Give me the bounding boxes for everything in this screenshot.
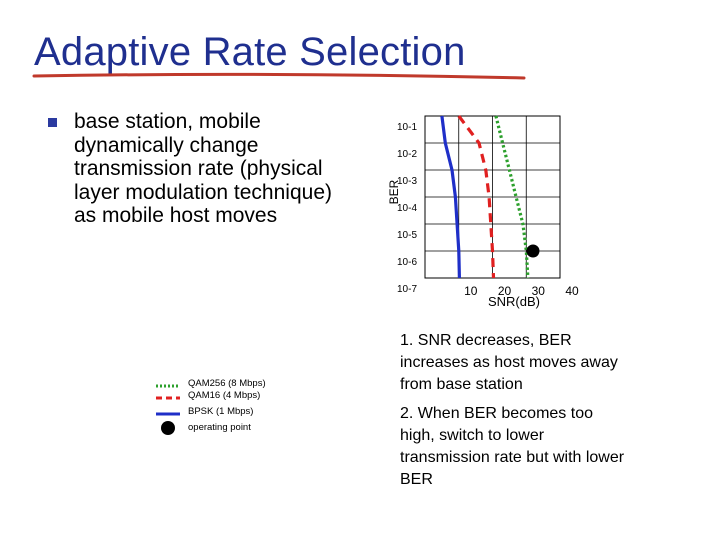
dashed-line-icon [156,396,180,400]
note-1: 1. SNR decreases, BER increases as host … [400,332,618,393]
y-tick-label: 10-2 [397,149,417,160]
legend-label: QAM16 (4 Mbps) [188,390,261,401]
title-underline [32,72,526,80]
y-tick-label: 10-3 [397,176,417,187]
dotted-line-icon [156,384,180,388]
x-tick-label: 40 [565,284,579,298]
series-line [457,115,496,279]
slide-title: Adaptive Rate Selection [34,30,466,74]
y-tick-label: 10-7 [397,284,417,295]
note-2: 2. When BER becomes too high, switch to … [400,405,625,488]
x-tick-label: 10 [464,284,478,298]
operating-point [526,244,540,258]
x-tick-label: 30 [532,284,546,298]
y-tick-label: 10-5 [397,230,417,241]
x-tick-label: 20 [498,284,512,298]
legend-item-qam16: QAM16 (4 Mbps) [156,388,356,406]
solid-line-icon [156,412,180,416]
y-tick-label: 10-1 [397,122,417,133]
series-line [440,115,461,279]
y-tick-label: 10-6 [397,257,417,268]
y-axis-label: BER [387,179,401,204]
legend-item-bpsk: BPSK (1 Mbps) [156,404,356,422]
legend-item-operating-point: operating point [156,420,356,438]
legend-label: BPSK (1 Mbps) [188,406,254,417]
x-axis-label: SNR(dB) [488,294,540,309]
y-tick-label: 10-4 [397,203,417,214]
circle-marker-icon [161,421,175,435]
bullet-square-icon [48,118,57,127]
legend-label: QAM256 (8 Mbps) [188,378,266,389]
legend-item-qam256: QAM256 (8 Mbps) [156,376,356,394]
legend-label: operating point [188,422,251,433]
bullet-text: base station, mobile dynamically change … [74,110,332,227]
